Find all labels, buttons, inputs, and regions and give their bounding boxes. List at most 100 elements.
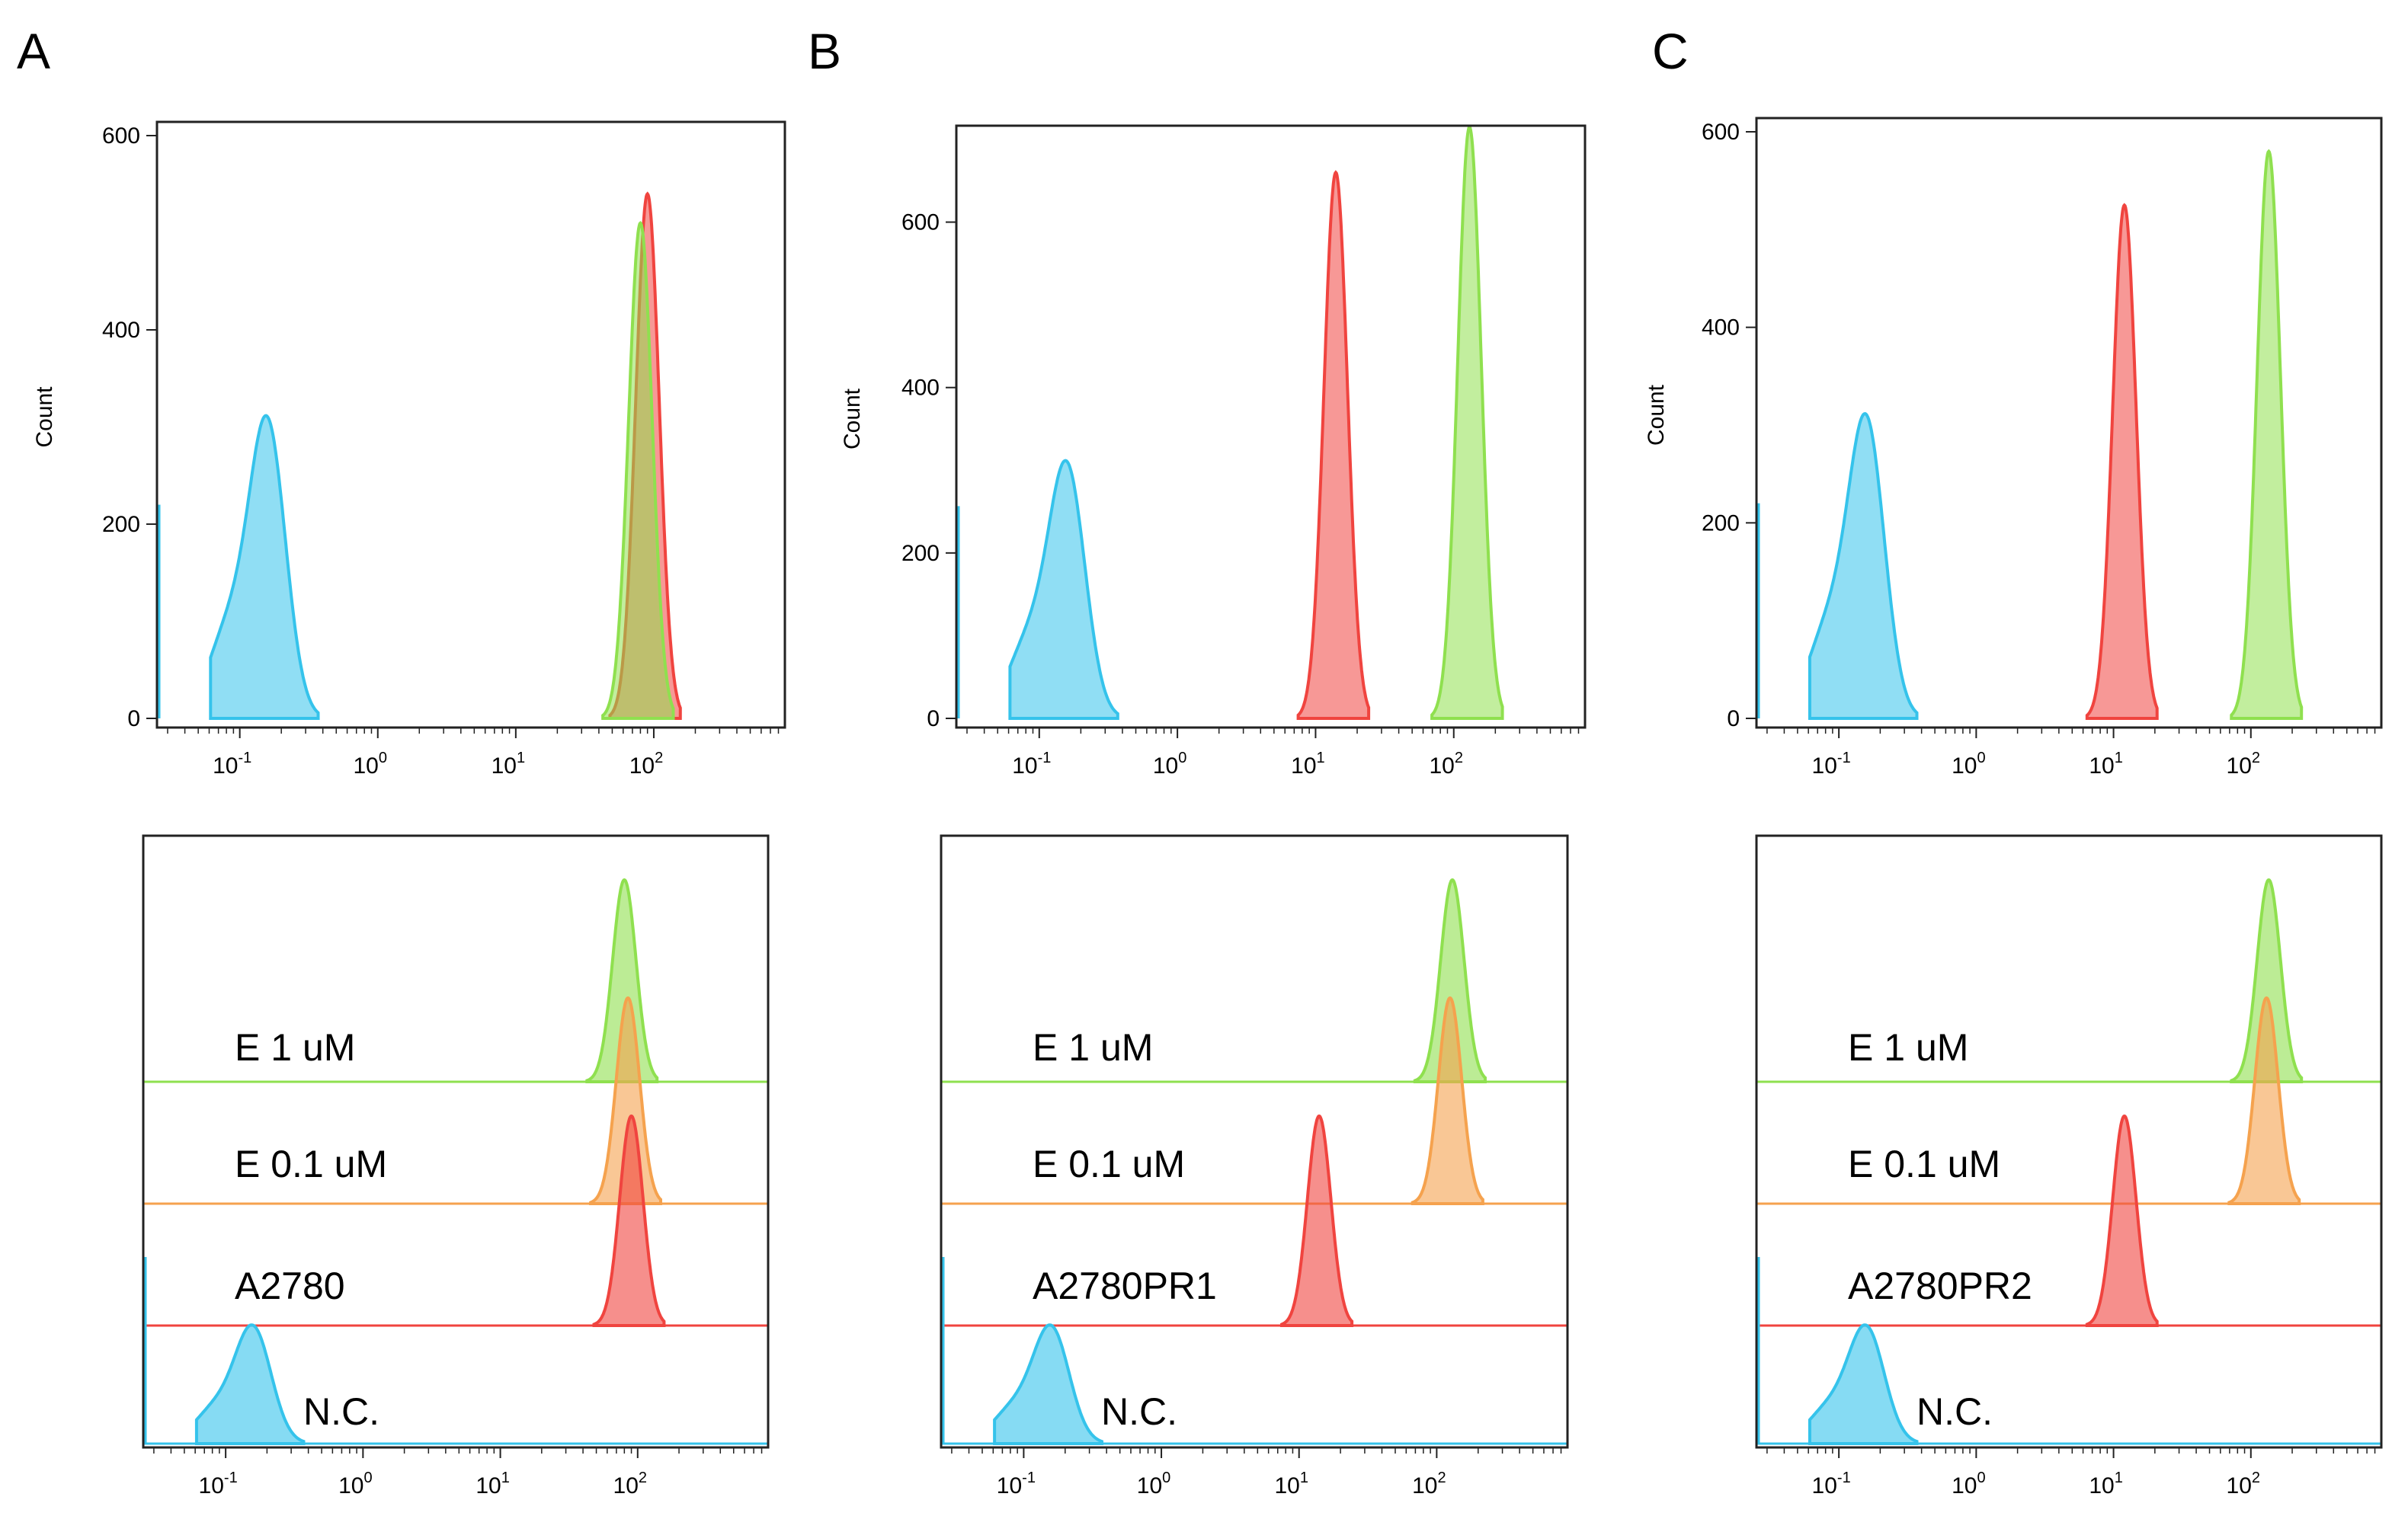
panel-b-histogram-frame — [955, 124, 1587, 729]
x-tick-base: 10 — [2227, 753, 2252, 779]
x-tick-base: 10 — [354, 753, 379, 779]
panel-b-y-tick-label: 600 — [901, 210, 940, 235]
panel-a-top-x-tick-label: 100 — [354, 750, 388, 779]
panel-b-overlay-frame — [940, 834, 1569, 1449]
x-tick-base: 10 — [338, 1473, 363, 1498]
x-tick-base: 10 — [2227, 1473, 2252, 1498]
x-tick-exponent: 0 — [1977, 750, 1985, 766]
panel-b-overlay-peak-a2780pr1 — [1279, 1114, 1354, 1327]
x-tick-base: 10 — [1812, 1473, 1837, 1498]
x-tick-base: 10 — [213, 753, 238, 779]
panel-c-overlay-label: A2780PR2 — [1848, 1265, 2032, 1307]
x-tick-exponent: -1 — [238, 750, 251, 766]
panel-a-overlay-label: N.C. — [303, 1390, 379, 1433]
panel-b-bottom-x-tick-label: 10-1 — [997, 1470, 1036, 1498]
x-tick-exponent: 2 — [1455, 750, 1463, 766]
x-tick-exponent: 2 — [2252, 1470, 2260, 1486]
panel-a-y-tick-label: 200 — [102, 512, 140, 537]
panel-a-overlay-frame — [142, 834, 770, 1449]
panel-c-y-tick-label: 400 — [1702, 315, 1740, 341]
x-tick-exponent: -1 — [224, 1470, 238, 1486]
panel-a-bottom-x-tick-label: 102 — [613, 1470, 648, 1498]
x-tick-exponent: 1 — [2115, 1470, 2123, 1486]
x-tick-base: 10 — [613, 1473, 639, 1498]
x-tick-base: 10 — [199, 1473, 224, 1498]
panel-a-overlay-label: E 1 uM — [235, 1026, 355, 1069]
panel-b-y-tick-label: 400 — [901, 376, 940, 401]
panel-c-top-x-tick-label: 100 — [1952, 750, 1986, 779]
x-tick-base: 10 — [1412, 1473, 1437, 1498]
panel-b-overlay-label: E 1 uM — [1033, 1026, 1153, 1069]
panel-a-bottom-x-tick-label: 100 — [338, 1470, 373, 1498]
x-tick-base: 10 — [2089, 753, 2114, 779]
x-tick-exponent: 2 — [639, 1470, 647, 1486]
x-tick-base: 10 — [1012, 753, 1037, 779]
panel-b-curve-n-c- — [1008, 459, 1119, 720]
panel-a-y-tick-label: 400 — [102, 318, 140, 343]
x-tick-exponent: -1 — [1837, 750, 1851, 766]
x-tick-base: 10 — [1153, 753, 1178, 779]
panel-c-curve-a2780pr2 — [2085, 203, 2159, 720]
x-tick-base: 10 — [629, 753, 655, 779]
x-tick-base: 10 — [1137, 1473, 1162, 1498]
panel-b-overlay-label: N.C. — [1101, 1390, 1177, 1433]
panel-b-y-axis-title: Count — [840, 388, 865, 449]
panel-b-overlay-peak-n-c- — [993, 1323, 1104, 1445]
x-tick-exponent: 0 — [1162, 1470, 1170, 1486]
panel-c-bottom-x-tick-label: 100 — [1952, 1470, 1986, 1498]
panel-b-overlay-label: A2780PR1 — [1033, 1265, 1217, 1307]
x-tick-exponent: 0 — [1977, 1470, 1985, 1486]
panel-c-top-x-tick-label: 10-1 — [1812, 750, 1851, 779]
panel-b-y-tick-label: 0 — [927, 706, 940, 731]
panel-b-letter: B — [808, 23, 841, 79]
x-tick-exponent: 1 — [1317, 750, 1325, 766]
panel-c-y-tick-label: 600 — [1702, 120, 1740, 145]
x-tick-exponent: 2 — [655, 750, 663, 766]
panel-a-overlay: E 1 uM E 0.1 uM A2780 N.C. — [142, 834, 770, 1449]
x-tick-exponent: 0 — [363, 1470, 372, 1486]
panel-c-histogram-frame — [1755, 117, 2383, 729]
panel-b-overlay: E 1 uM E 0.1 uM A2780PR1 N.C. — [940, 834, 1569, 1449]
panel-c-top-x-tick-label: 101 — [2089, 750, 2123, 779]
panel-b-top-x-tick-label: 100 — [1153, 750, 1187, 779]
panel-c-overlay-peak-a2780pr2 — [2085, 1114, 2159, 1327]
x-tick-exponent: -1 — [1038, 750, 1052, 766]
x-tick-base: 10 — [476, 1473, 501, 1498]
panel-b-top-x-tick-label: 102 — [1429, 750, 1463, 779]
panel-c-y-tick-label: 200 — [1702, 510, 1740, 536]
panel-b-bottom-x-tick-label: 101 — [1274, 1470, 1308, 1498]
panel-a-overlay-peak-e-0-1-um — [588, 996, 663, 1205]
panel-c-overlay-label: E 1 uM — [1848, 1026, 1968, 1069]
panel-b-curve-a2780pr1 — [1296, 170, 1371, 720]
panel-b-overlay-peak-e-0-1-um — [1411, 996, 1484, 1205]
panel-a-top-x-tick-label: 10-1 — [213, 750, 251, 779]
panel-a-overlay-label: A2780 — [235, 1265, 345, 1307]
panel-a-curve-n-c- — [209, 414, 320, 720]
panel-c-overlay-peak-n-c- — [1808, 1323, 1919, 1445]
panel-a-histogram-frame — [155, 120, 786, 729]
x-tick-exponent: 1 — [1300, 1470, 1308, 1486]
panel-c-curve-n-c- — [1808, 411, 1919, 720]
panel-a-histogram: 0 200 400 600 Count — [32, 120, 786, 731]
x-tick-exponent: 1 — [2115, 750, 2123, 766]
panel-a-y-tick-label: 0 — [127, 706, 140, 731]
panel-b-overlay-label: E 0.1 uM — [1033, 1143, 1185, 1185]
panel-b-bottom-x-tick-label: 102 — [1412, 1470, 1446, 1498]
x-tick-base: 10 — [2089, 1473, 2114, 1498]
panel-c-overlay-peak-e-0-1-um — [2227, 996, 2301, 1205]
x-tick-exponent: 2 — [1437, 1470, 1446, 1486]
panel-a-top-x-tick-label: 101 — [492, 750, 526, 779]
x-tick-exponent: -1 — [1837, 1470, 1851, 1486]
panel-b-histogram: 0 200 400 600 Count — [840, 124, 1587, 731]
panel-a-letter: A — [17, 23, 50, 79]
x-tick-exponent: -1 — [1022, 1470, 1036, 1486]
panel-b-overlay-peak-e-1-um — [1413, 878, 1487, 1083]
panel-a-bottom-x-tick-label: 10-1 — [199, 1470, 238, 1498]
panel-c-bottom-x-tick-label: 101 — [2089, 1470, 2123, 1498]
panel-b-bottom-x-tick-label: 100 — [1137, 1470, 1171, 1498]
x-tick-base: 10 — [1812, 753, 1837, 779]
x-tick-exponent: 0 — [379, 750, 387, 766]
panel-c-overlay-peak-e-1-um — [2230, 878, 2304, 1083]
x-tick-base: 10 — [492, 753, 517, 779]
